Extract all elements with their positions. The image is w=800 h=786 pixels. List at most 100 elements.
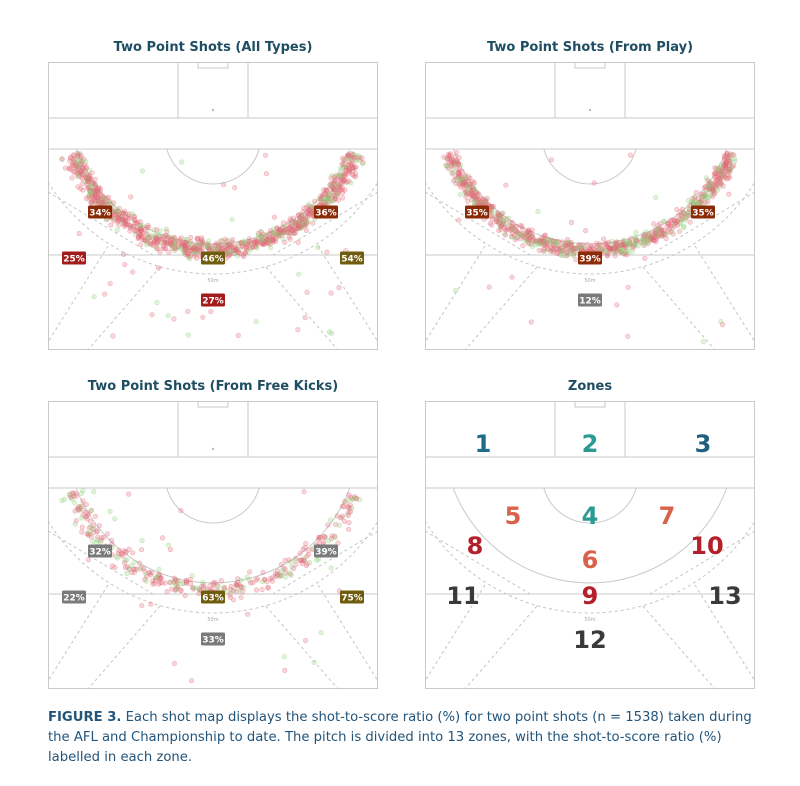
shot-marker bbox=[346, 509, 352, 516]
shot-marker bbox=[652, 226, 658, 233]
shot-marker bbox=[79, 529, 85, 535]
shot-marker bbox=[541, 240, 547, 246]
zone-ratio-label-box bbox=[62, 590, 86, 604]
shot-marker bbox=[281, 229, 287, 235]
shot-marker bbox=[171, 244, 177, 250]
shot-marker bbox=[685, 213, 691, 219]
shot-marker bbox=[724, 167, 730, 173]
shot-marker bbox=[347, 170, 353, 176]
shot-marker bbox=[305, 219, 311, 225]
shot-marker bbox=[221, 182, 227, 188]
shot-marker bbox=[183, 579, 189, 585]
shot-marker bbox=[200, 239, 206, 245]
shot-marker bbox=[353, 157, 360, 164]
shot-marker bbox=[360, 159, 366, 166]
shot-marker bbox=[444, 162, 450, 168]
shot-marker bbox=[343, 164, 349, 171]
shot-marker bbox=[139, 223, 146, 229]
shot-marker bbox=[565, 245, 571, 251]
shot-marker bbox=[499, 216, 505, 222]
fifty-metre-mark: 50m bbox=[207, 617, 218, 623]
shot-marker bbox=[164, 234, 171, 240]
shot-marker bbox=[606, 245, 612, 251]
shot-marker bbox=[162, 246, 168, 252]
zone-divider bbox=[464, 605, 538, 690]
shot-marker bbox=[229, 244, 235, 250]
shot-marker bbox=[719, 173, 726, 180]
shot-marker bbox=[240, 588, 246, 594]
shot-marker bbox=[608, 245, 614, 251]
shot-marker bbox=[90, 189, 96, 195]
shot-marker bbox=[339, 515, 345, 521]
shot-marker bbox=[179, 242, 185, 248]
shot-marker bbox=[509, 231, 516, 237]
shot-marker bbox=[553, 238, 559, 244]
shot-marker bbox=[455, 161, 461, 167]
shot-marker bbox=[555, 246, 561, 252]
shot-marker bbox=[155, 236, 162, 243]
shot-marker bbox=[76, 507, 82, 513]
shot-marker bbox=[185, 251, 191, 257]
shot-marker bbox=[608, 245, 615, 252]
shot-marker bbox=[452, 173, 458, 179]
shot-marker bbox=[90, 522, 97, 528]
shot-marker bbox=[91, 488, 97, 495]
shot-marker bbox=[267, 576, 273, 582]
shot-marker bbox=[76, 230, 82, 237]
zone-ratio-label: 27% bbox=[202, 297, 224, 307]
shot-marker bbox=[704, 183, 710, 189]
shot-marker bbox=[352, 170, 359, 177]
shot-marker bbox=[719, 167, 725, 173]
shot-marker bbox=[299, 560, 305, 567]
shot-marker bbox=[70, 156, 76, 162]
shot-marker bbox=[447, 155, 453, 161]
shot-marker bbox=[684, 211, 690, 217]
shot-marker bbox=[138, 232, 144, 238]
shot-marker bbox=[613, 244, 619, 250]
shot-marker bbox=[155, 265, 162, 271]
shot-marker bbox=[710, 186, 716, 192]
shot-marker bbox=[349, 156, 355, 162]
shot-marker bbox=[122, 216, 128, 222]
shot-marker bbox=[640, 236, 646, 242]
shot-marker bbox=[292, 557, 298, 563]
shot-marker bbox=[98, 197, 105, 203]
shot-marker bbox=[223, 248, 229, 254]
shot-marker bbox=[251, 239, 258, 245]
shot-marker bbox=[526, 227, 532, 233]
shot-marker bbox=[61, 496, 67, 502]
shot-marker bbox=[614, 302, 620, 308]
shot-marker bbox=[182, 242, 188, 248]
shot-marker bbox=[498, 212, 504, 219]
shot-marker bbox=[520, 243, 526, 249]
shot-marker bbox=[236, 249, 242, 255]
shot-marker bbox=[136, 232, 143, 238]
shot-marker bbox=[325, 194, 331, 201]
shot-marker bbox=[59, 498, 65, 504]
shot-marker bbox=[153, 236, 159, 242]
shot-marker bbox=[309, 208, 315, 215]
zone-number: 7 bbox=[659, 502, 676, 530]
shot-marker bbox=[671, 223, 678, 229]
shot-marker bbox=[248, 580, 254, 586]
shot-marker bbox=[91, 181, 98, 187]
shot-marker bbox=[265, 584, 271, 590]
penalty-spot bbox=[588, 447, 592, 451]
shot-marker bbox=[524, 238, 530, 244]
shot-marker bbox=[572, 246, 578, 252]
shot-marker bbox=[507, 222, 513, 228]
shot-marker bbox=[219, 238, 225, 244]
shot-marker bbox=[161, 240, 168, 246]
shot-marker bbox=[300, 209, 306, 215]
shot-marker bbox=[172, 577, 179, 583]
shot-marker bbox=[458, 173, 464, 180]
shot-marker bbox=[114, 214, 121, 220]
shot-marker bbox=[153, 245, 160, 251]
shot-marker bbox=[293, 220, 299, 226]
shot-marker bbox=[350, 167, 356, 173]
shot-marker bbox=[594, 244, 600, 250]
shot-marker bbox=[457, 162, 464, 168]
shot-marker bbox=[281, 230, 287, 236]
shot-marker bbox=[277, 228, 283, 234]
shot-marker bbox=[138, 231, 144, 237]
